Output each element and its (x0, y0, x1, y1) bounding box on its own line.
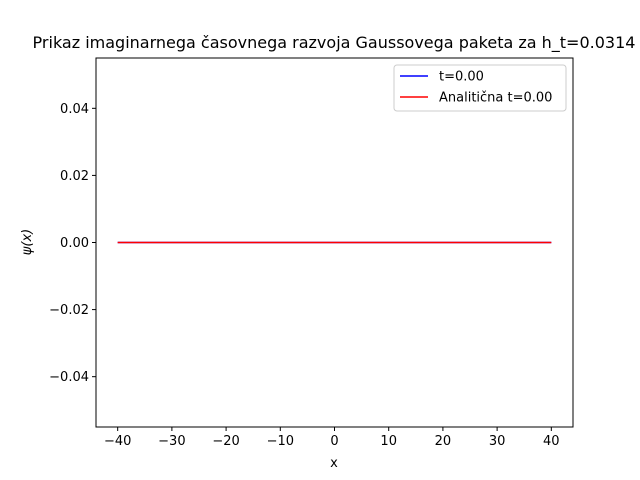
x-tick-label: −10 (267, 434, 294, 449)
legend-label-0: t=0.00 (439, 70, 484, 85)
x-tick-label: 40 (543, 434, 560, 449)
legend-box (393, 64, 567, 112)
y-tick-label: 0.00 (60, 236, 89, 251)
x-tick-label: −20 (212, 434, 239, 449)
x-tick-label: 20 (435, 434, 452, 449)
y-tick-label: −0.04 (49, 370, 89, 385)
legend-label-1: Analitična t=0.00 (439, 91, 552, 106)
x-tick-label: 10 (380, 434, 397, 449)
x-tick-label: 0 (330, 434, 338, 449)
legend-items: t=0.00 Analitična t=0.00 (400, 70, 552, 106)
x-tick-label: −40 (104, 434, 131, 449)
y-axis: −0.04 −0.02 0.00 0.02 0.04 (49, 102, 96, 385)
y-axis-label: ψ(x) (20, 229, 35, 255)
y-tick-label: 0.04 (60, 102, 89, 117)
legend: t=0.00 Analitična t=0.00 (393, 64, 567, 112)
x-tick-label: 30 (489, 434, 506, 449)
x-tick-label: −30 (158, 434, 185, 449)
y-tick-label: 0.02 (60, 169, 89, 184)
chart-title: Prikaz imaginarnega časovnega razvoja Ga… (33, 33, 636, 53)
x-axis-label: x (330, 456, 338, 471)
x-axis: −40 −30 −20 −10 0 10 20 30 40 (104, 427, 560, 449)
y-tick-label: −0.02 (49, 303, 89, 318)
